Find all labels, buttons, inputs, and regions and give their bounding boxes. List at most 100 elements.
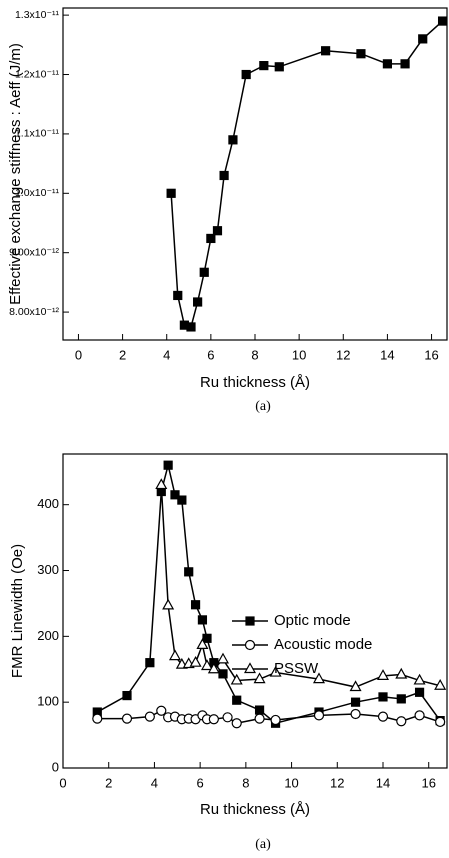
marker [350,697,361,707]
marker [230,673,243,685]
marker [376,669,390,680]
plot-frame [62,7,448,341]
y-tick-label: 0 [52,759,59,774]
x-axis-label: Ru thickness (Å) [200,374,310,391]
marker [435,716,446,728]
marker [396,694,406,704]
x-tick-label: 0 [59,775,66,790]
marker [199,267,209,277]
x-tick-label: 4 [151,775,158,790]
marker [349,680,362,692]
marker [253,672,266,684]
marker [155,478,168,490]
marker [173,290,183,301]
x-tick-label: 8 [242,775,249,790]
marker [163,460,173,470]
y-axis-label: Effective exchange stiffness : Aeff (J/m… [7,43,24,305]
marker [222,712,233,723]
marker [212,226,223,236]
marker [170,490,180,500]
marker [413,673,426,685]
marker [414,710,425,721]
marker [216,652,230,664]
y-tick-label: 400 [37,496,59,511]
y-tick-label: 1.1x10⁻¹¹ [15,128,60,140]
legend-marker [244,639,256,651]
x-tick-label: 0 [75,347,82,362]
marker [395,667,408,679]
x-tick-label: 8 [251,347,258,362]
marker [122,690,132,701]
marker [313,710,325,721]
marker [270,714,281,726]
marker [144,711,155,722]
y-axis-label: FMR Linewidth (Oe) [9,544,26,678]
plot-frame [62,453,448,769]
marker [418,34,428,44]
marker [208,714,219,725]
marker [382,59,393,69]
y-tick-label: 100 [37,694,59,709]
caption: (a) [255,837,271,852]
y-tick-label: 8.00x10⁻¹² [9,306,59,318]
marker [254,713,265,724]
marker [219,170,229,181]
x-tick-label: 12 [336,347,350,362]
data-line [160,484,441,688]
legend-marker [243,662,257,674]
marker [400,59,410,69]
marker [162,598,175,610]
marker [259,61,269,71]
marker [396,716,407,727]
marker [241,69,251,80]
marker [207,662,220,674]
marker [190,600,201,610]
legend-label: PSSW [274,660,319,677]
x-tick-label: 10 [284,775,298,790]
marker [312,672,326,684]
marker [218,669,228,679]
x-tick-label: 16 [421,775,435,790]
marker [121,713,133,724]
marker [166,188,176,198]
marker [156,705,167,716]
legend-marker [245,616,255,626]
marker [186,322,196,332]
x-tick-label: 6 [197,775,204,790]
marker [378,692,388,702]
marker [274,62,284,72]
x-tick-label: 4 [163,347,170,362]
marker [434,678,447,690]
marker [231,718,242,729]
marker [202,633,212,643]
marker [196,638,209,650]
marker [189,655,202,667]
marker [184,567,194,577]
marker [228,135,238,145]
x-tick-label: 6 [207,347,214,362]
marker [197,615,208,625]
marker [92,713,103,724]
marker [350,708,361,720]
x-tick-label: 12 [330,775,344,790]
marker [377,711,389,722]
marker [206,233,216,244]
caption: (a) [255,399,271,414]
marker [193,297,203,307]
marker [145,658,155,668]
x-tick-label: 16 [424,347,438,362]
y-tick-label: 300 [37,562,59,577]
marker [254,705,265,715]
x-axis-label: Ru thickness (Å) [200,801,310,818]
marker [232,695,242,705]
legend-label: Optic mode [274,612,351,629]
x-tick-label: 14 [376,775,390,790]
y-tick-label: 1.0x10⁻¹¹ [15,187,60,199]
marker [356,49,366,59]
marker [321,46,331,56]
x-tick-label: 2 [119,347,126,362]
legend-label: Acoustic mode [274,636,372,653]
marker [168,649,182,661]
